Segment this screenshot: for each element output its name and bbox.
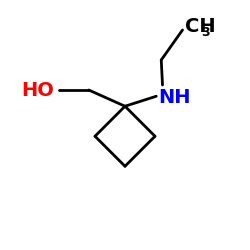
Text: 3: 3: [202, 26, 210, 38]
Text: HO: HO: [21, 80, 54, 100]
Text: CH: CH: [184, 17, 215, 36]
Text: NH: NH: [158, 88, 190, 107]
